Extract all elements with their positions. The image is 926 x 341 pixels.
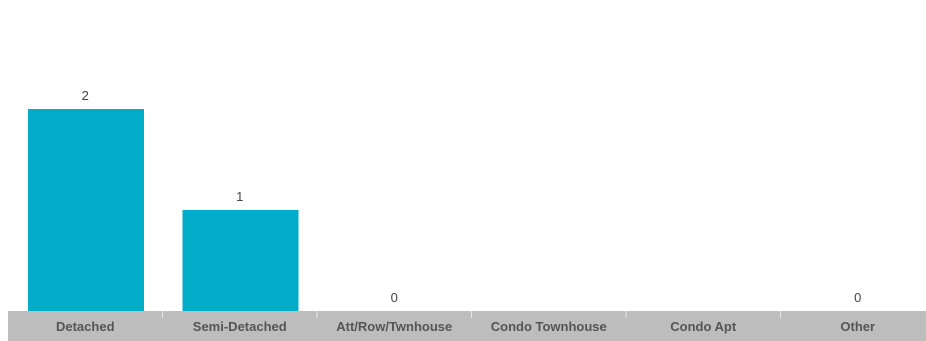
category-axis-band xyxy=(8,311,926,341)
bar-semi-detached xyxy=(182,210,299,311)
category-label: Condo Apt xyxy=(670,319,737,334)
value-label: 0 xyxy=(854,290,861,305)
value-label: 0 xyxy=(391,290,398,305)
bars-group xyxy=(28,109,299,311)
value-labels-group: 2 1 0 0 xyxy=(82,88,862,305)
category-labels-group: Detached Semi-Detached Att/Row/Twnhouse Con… xyxy=(56,319,875,334)
bar-detached xyxy=(28,109,144,311)
category-label: Att/Row/Twnhouse xyxy=(336,319,452,334)
category-label: Other xyxy=(840,319,875,334)
category-label: Condo Townhouse xyxy=(491,319,607,334)
value-label: 1 xyxy=(236,189,243,204)
category-label: Detached xyxy=(56,319,115,334)
category-separators xyxy=(162,311,781,318)
value-label: 2 xyxy=(82,88,89,103)
category-label: Semi-Detached xyxy=(193,319,287,334)
